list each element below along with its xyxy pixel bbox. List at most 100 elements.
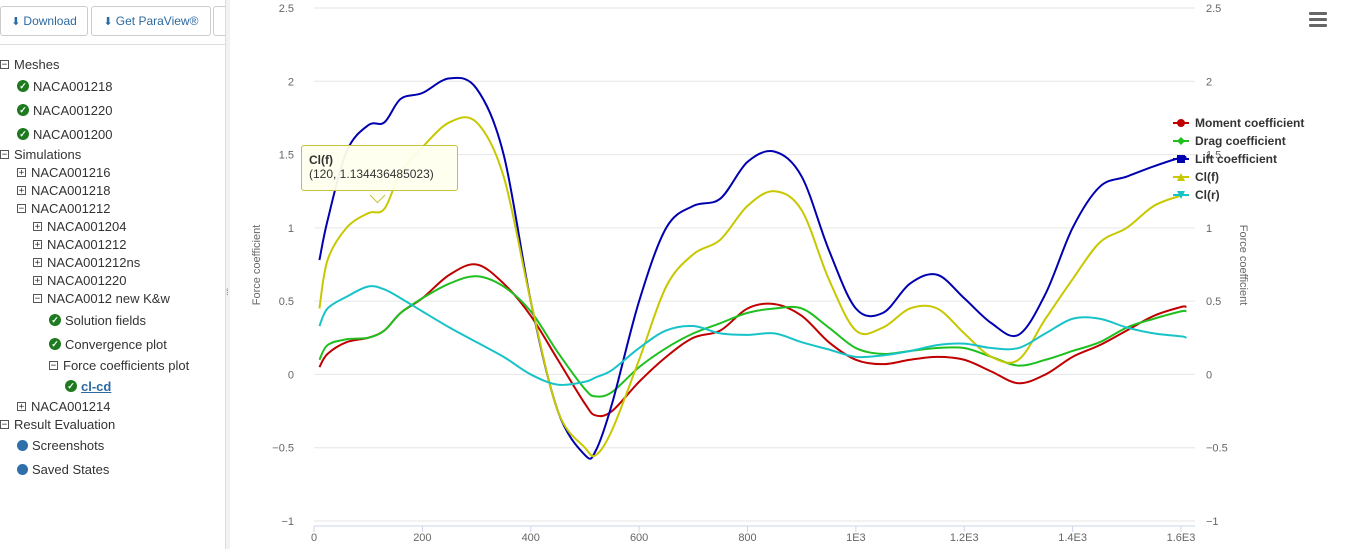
series-line-drag-coefficient[interactable]	[318, 275, 1187, 398]
tooltip-title: Cl(f)	[309, 153, 333, 167]
y-tick-label: −0.5	[272, 443, 294, 455]
chart-series	[318, 76, 1187, 460]
expand-icon[interactable]: +	[17, 185, 26, 196]
get-paraview-button[interactable]: ⬇ Get ParaView®	[91, 6, 211, 36]
y-axis-title-left: Force coefficient	[251, 225, 263, 306]
tree-leaf-saved-states[interactable]: Saved States	[17, 459, 109, 479]
tree-node-meshes[interactable]: − Meshes	[0, 56, 60, 72]
expand-icon[interactable]: +	[33, 239, 42, 250]
y-axis-right: −1 −0.5 0 0.5 1 1.5 2 2.5	[1206, 3, 1228, 528]
expand-icon[interactable]: +	[17, 167, 26, 178]
legend-label: Drag coefficient	[1195, 134, 1286, 148]
legend-item[interactable]: Lift coefficient	[1173, 150, 1304, 168]
x-tick-label: 0	[311, 532, 317, 544]
panel-splitter[interactable]	[225, 0, 230, 549]
collapse-icon[interactable]: −	[49, 360, 58, 371]
check-icon: ✓	[49, 314, 61, 326]
tree-node-case[interactable]: + NACA001212ns	[33, 254, 141, 270]
more-toolbar-button[interactable]	[213, 6, 227, 36]
tooltip-value: (120, 1.134436485023)	[309, 167, 434, 181]
x-tick-label: 400	[522, 532, 540, 544]
collapse-icon[interactable]: −	[0, 419, 9, 430]
tree-leaf-mesh[interactable]: ✓ NACA001218	[17, 76, 113, 96]
expand-icon[interactable]: +	[17, 401, 26, 412]
sidebar: ⬇ Download ⬇ Get ParaView® − Meshes ✓ NA…	[0, 0, 227, 549]
legend-label: Cl(r)	[1195, 188, 1220, 202]
y-axis-title-right: Force coefficient	[1237, 225, 1249, 306]
tree-leaf-screenshots[interactable]: Screenshots	[17, 435, 104, 455]
chart-menu-icon[interactable]	[1309, 12, 1327, 28]
circle-icon	[17, 439, 28, 451]
check-icon: ✓	[17, 80, 29, 92]
download-icon: ⬇	[11, 15, 21, 28]
y-tick-label: 1.5	[1206, 150, 1221, 162]
tree-leaf-solution-fields[interactable]: ✓ Solution fields	[49, 310, 146, 330]
series-line-cl-r[interactable]	[318, 285, 1187, 386]
y-tick-label: 0	[1206, 369, 1212, 381]
toolbar: ⬇ Download ⬇ Get ParaView®	[0, 0, 227, 45]
download-icon: ⬇	[103, 15, 113, 28]
download-button[interactable]: ⬇ Download	[0, 6, 88, 36]
chart-legend: Moment coefficient Drag coefficient Lift c…	[1173, 114, 1304, 204]
collapse-icon[interactable]: −	[17, 203, 26, 214]
tree-leaf-mesh[interactable]: ✓ NACA001220	[17, 100, 113, 120]
tree-node-result-evaluation[interactable]: − Result Evaluation	[0, 416, 116, 432]
legend-marker-icon	[1173, 119, 1189, 127]
series-line-moment-coefficient[interactable]	[318, 263, 1187, 418]
tree-node-force-coefficients-plot[interactable]: − Force coefficients plot	[49, 357, 190, 373]
y-axis-left: −1 −0.5 0 0.5 1 1.5 2 2.5	[272, 3, 294, 528]
tree-node-case[interactable]: + NACA001220	[33, 272, 127, 288]
collapse-icon[interactable]: −	[0, 59, 9, 70]
legend-marker-icon	[1173, 137, 1189, 145]
chart-grid	[314, 7, 1195, 527]
tree-node-simulation[interactable]: + NACA001214	[17, 398, 111, 414]
collapse-icon[interactable]: −	[0, 149, 9, 160]
y-tick-label: −1	[1206, 516, 1219, 528]
tree-node-simulation[interactable]: + NACA001216	[17, 164, 111, 180]
legend-label: Cl(f)	[1195, 170, 1219, 184]
y-tick-label: 1.5	[279, 150, 294, 162]
y-tick-label: −1	[281, 516, 294, 528]
x-tick-label: 600	[630, 532, 648, 544]
x-tick-label: 1.6E3	[1167, 532, 1196, 544]
y-tick-label: 2.5	[1206, 3, 1221, 15]
legend-item[interactable]: Cl(f)	[1173, 168, 1304, 186]
tree-leaf-cl-cd[interactable]: ✓ cl-cd	[65, 376, 111, 396]
expand-icon[interactable]: +	[33, 275, 42, 286]
x-tick-label: 1E3	[846, 532, 866, 544]
expand-icon[interactable]: +	[33, 257, 42, 268]
legend-item[interactable]: Cl(r)	[1173, 186, 1304, 204]
tree-leaf-convergence-plot[interactable]: ✓ Convergence plot	[49, 334, 167, 354]
chart-tooltip: Cl(f) (120, 1.134436485023)	[301, 145, 458, 191]
x-tick-label: 200	[413, 532, 431, 544]
legend-marker-icon	[1173, 191, 1189, 199]
collapse-icon[interactable]: −	[33, 293, 42, 304]
legend-item[interactable]: Drag coefficient	[1173, 132, 1304, 150]
y-tick-label: 2.5	[279, 3, 294, 15]
tree-node-simulation[interactable]: + NACA001218	[17, 182, 111, 198]
tree-node-simulations[interactable]: − Simulations	[0, 146, 82, 162]
y-tick-label: −0.5	[1206, 443, 1228, 455]
check-icon: ✓	[17, 104, 29, 116]
tree-node-simulation[interactable]: − NACA001212	[17, 200, 111, 216]
x-tick-label: 1.4E3	[1058, 532, 1087, 544]
legend-item[interactable]: Moment coefficient	[1173, 114, 1304, 132]
force-coefficient-chart: −1 −0.5 0 0.5 1 1.5 2 2.5 −1 −0.5 0 0.5 1 1.5 2 2.5 0 2…	[251, 3, 1249, 544]
series-line-lift-coefficient[interactable]	[318, 76, 1187, 460]
legend-marker-icon	[1173, 155, 1189, 163]
y-tick-label: 0.5	[279, 296, 294, 308]
y-tick-label: 0.5	[1206, 296, 1221, 308]
y-tick-label: 0	[288, 369, 294, 381]
y-tick-label: 1	[288, 223, 294, 235]
tree-node-case[interactable]: + NACA001212	[33, 236, 127, 252]
expand-icon[interactable]: +	[33, 221, 42, 232]
legend-label: Moment coefficient	[1195, 116, 1305, 130]
y-tick-label: 2	[1206, 76, 1212, 88]
tree-node-case[interactable]: + NACA001204	[33, 218, 127, 234]
splitter-grip-icon[interactable]: ⁞	[226, 287, 229, 297]
legend-label: Lift coefficient	[1195, 152, 1278, 166]
tree-leaf-mesh[interactable]: ✓ NACA001200	[17, 124, 113, 144]
tree-node-case[interactable]: − NACA0012 new K&w	[33, 290, 170, 306]
x-axis: 0 200 400 600 800 1E3 1.2E3 1.4E3 1.6E3	[311, 526, 1195, 544]
check-icon: ✓	[17, 128, 29, 140]
